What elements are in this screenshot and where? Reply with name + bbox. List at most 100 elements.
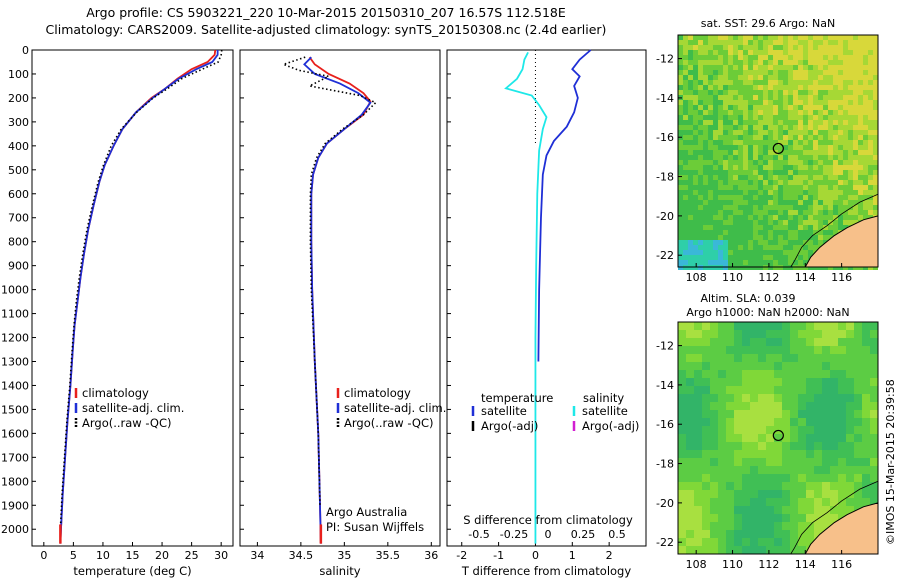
map-pixel <box>694 338 702 346</box>
map-pixel <box>688 45 693 50</box>
map-pixel <box>873 120 878 125</box>
map-pixel <box>798 546 806 554</box>
map-pixel <box>763 130 768 135</box>
map-pixel <box>773 95 778 100</box>
map-pixel <box>833 55 838 60</box>
map-pixel <box>813 50 818 55</box>
map-pixel <box>768 165 773 170</box>
map-pixel <box>798 490 806 498</box>
map-pixel <box>748 225 753 230</box>
map-pixel <box>728 165 733 170</box>
map-pixel <box>723 200 728 205</box>
map-pixel <box>686 402 694 410</box>
panel-frame <box>31 49 234 547</box>
map-pixel <box>742 410 750 418</box>
map-pixel <box>806 426 814 434</box>
map-pixel <box>823 160 828 165</box>
map-pixel <box>703 80 708 85</box>
map-pixel <box>798 255 803 260</box>
map-pixel <box>798 522 806 530</box>
map-pixel <box>823 205 828 210</box>
map-pixel <box>790 490 798 498</box>
map-pixel <box>778 195 783 200</box>
map-pixel <box>833 145 838 150</box>
legend-label: Argo(-adj) <box>582 419 639 433</box>
map-pixel <box>748 45 753 50</box>
map-pixel <box>803 70 808 75</box>
map-pixel <box>813 235 818 240</box>
map-pixel <box>718 195 723 200</box>
map-pixel <box>688 200 693 205</box>
map-pixel <box>688 235 693 240</box>
map-pixel <box>778 130 783 135</box>
map-pixel <box>814 482 822 490</box>
map-pixel <box>814 394 822 402</box>
map-pixel <box>828 130 833 135</box>
map-pixel <box>688 205 693 210</box>
map-pixel <box>750 410 758 418</box>
map-pixel <box>683 125 688 130</box>
map-pixel <box>758 370 766 378</box>
map-pixel <box>678 55 683 60</box>
map-pixel <box>843 120 848 125</box>
map-pixel <box>798 230 803 235</box>
map-pixel <box>768 100 773 105</box>
map-pixel <box>763 160 768 165</box>
map-pixel <box>718 210 723 215</box>
map-pixel <box>743 175 748 180</box>
map-pixel <box>698 100 703 105</box>
map-pixel <box>748 250 753 255</box>
map-pixel <box>678 185 683 190</box>
map-pixel <box>703 55 708 60</box>
map-pixel <box>738 45 743 50</box>
map-pixel <box>873 125 878 130</box>
map-pixel <box>870 458 878 466</box>
map-pixel <box>768 185 773 190</box>
map-pixel <box>753 200 758 205</box>
map-pixel <box>734 338 742 346</box>
map-pixel <box>693 200 698 205</box>
map-pixel <box>803 100 808 105</box>
map-pixel <box>710 450 718 458</box>
map-pixel <box>768 60 773 65</box>
map-pixel <box>788 195 793 200</box>
map-pixel <box>833 225 838 230</box>
map-pixel <box>733 45 738 50</box>
map-pixel <box>803 55 808 60</box>
map-pixel <box>808 45 813 50</box>
map-pixel <box>678 458 686 466</box>
map-pixel <box>788 245 793 250</box>
map-pixel <box>822 498 830 506</box>
map-pixel <box>843 145 848 150</box>
map-pixel <box>742 330 750 338</box>
map-pixel <box>723 210 728 215</box>
map-pixel <box>708 155 713 160</box>
map-pixel <box>734 322 742 330</box>
map-pixel <box>803 35 808 40</box>
map-pixel <box>758 135 763 140</box>
map-pixel <box>813 220 818 225</box>
map-pixel <box>698 190 703 195</box>
map-pixel <box>693 60 698 65</box>
map-pixel <box>698 225 703 230</box>
map-pixel <box>728 230 733 235</box>
map-pixel <box>783 255 788 260</box>
map-pixel <box>818 235 823 240</box>
series-argo-raw-qc- <box>59 49 223 530</box>
y-tick-label: 1400 <box>1 379 29 392</box>
map-pixel <box>683 135 688 140</box>
map-pixel <box>710 370 718 378</box>
map-pixel <box>683 180 688 185</box>
map-pixel <box>838 165 843 170</box>
map-pixel <box>803 75 808 80</box>
map-pixel <box>823 145 828 150</box>
map-pixel <box>793 110 798 115</box>
map-pixel <box>822 434 830 442</box>
map-pixel <box>694 322 702 330</box>
map-pixel <box>742 506 750 514</box>
map-pixel <box>693 80 698 85</box>
map-pixel <box>848 195 853 200</box>
map-pixel <box>733 145 738 150</box>
y-tick-label: 2000 <box>1 523 29 536</box>
map-pixel <box>763 210 768 215</box>
